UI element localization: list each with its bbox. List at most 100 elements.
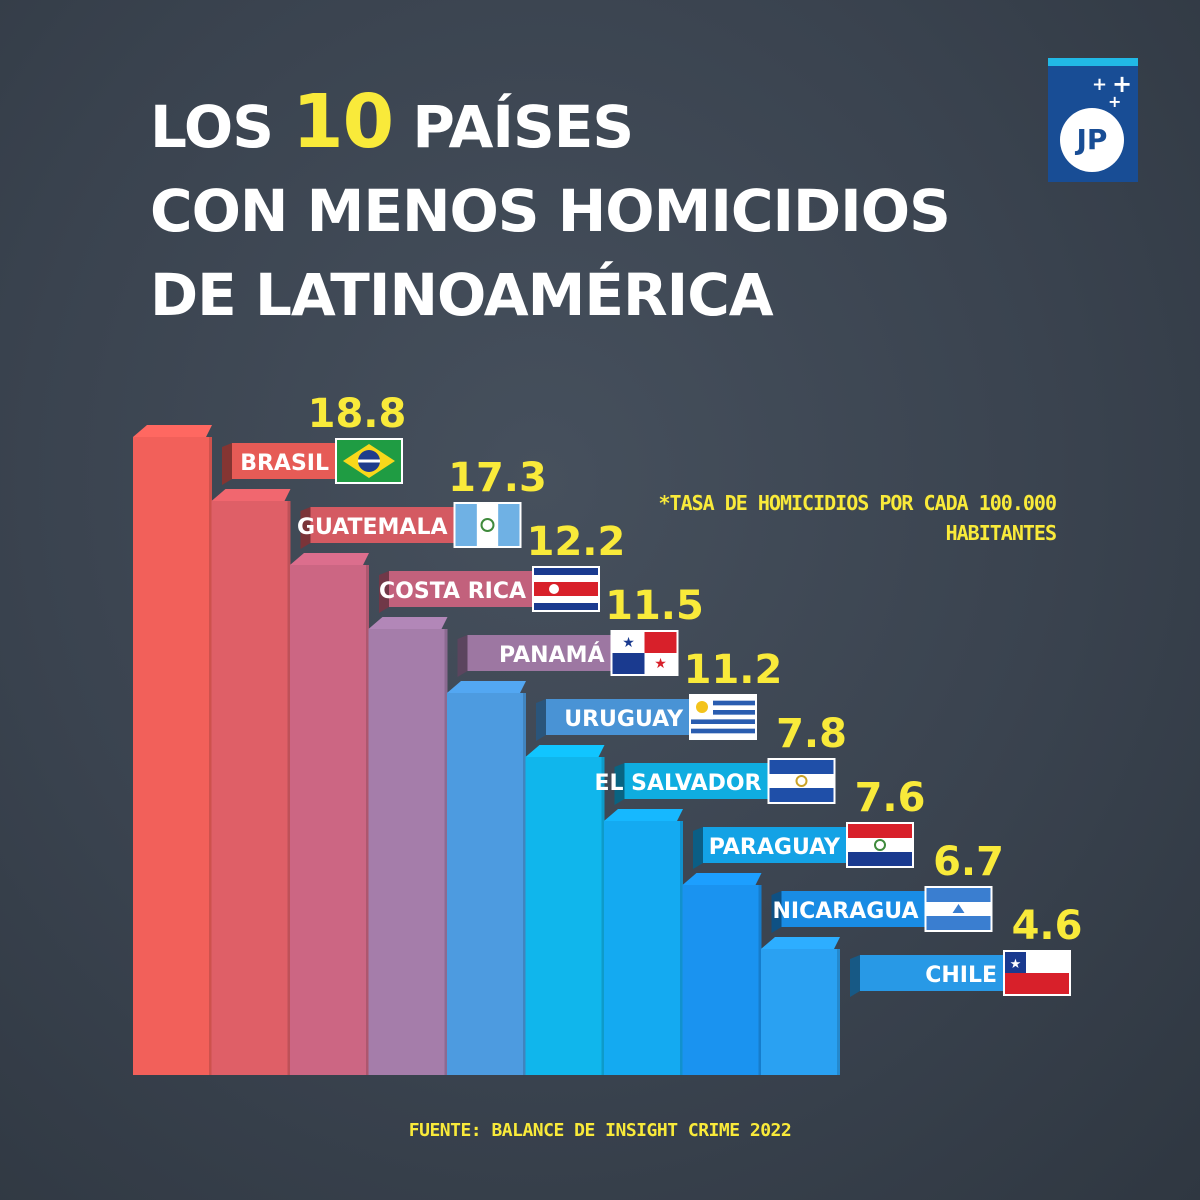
ribbon (546, 699, 711, 735)
bar-top (211, 489, 291, 501)
country-label: COSTA RICA (379, 579, 526, 604)
country-label: CHILE (925, 963, 997, 988)
bar-edge (601, 757, 605, 1075)
footnote-line-1: *TASA DE HOMICIDIOS POR CADA 100.000 (658, 491, 1057, 515)
bar-body (682, 885, 762, 1075)
country-label: GUATEMALA (297, 515, 448, 540)
ribbon-fold (536, 699, 546, 741)
ribbon-fold (379, 571, 389, 613)
bar-edge (680, 821, 683, 1075)
bar-edge (366, 565, 369, 1075)
bar-label-group: PARAGUAY 7.6 (693, 775, 925, 869)
bar-top (761, 937, 840, 949)
ribbon-fold (457, 635, 468, 677)
value-label: 4.6 (1012, 903, 1083, 949)
chart-title: LOS 10 PAÍSES CON MENOS HOMICIDIOS DE LA… (150, 80, 951, 337)
sparkle-icon: + (1112, 70, 1133, 98)
source-note: FUENTE: BALANCE DE INSIGHT CRIME 2022 (408, 1120, 792, 1141)
bar (447, 681, 526, 1075)
country-label: URUGUAY (564, 707, 684, 732)
country-label: PARAGUAY (709, 835, 841, 860)
country-label: EL SALVADOR (594, 771, 761, 796)
bar-body (447, 693, 526, 1075)
bar (290, 553, 369, 1075)
bar-top (682, 873, 762, 885)
ribbon (467, 635, 633, 671)
ribbon-fold (222, 443, 232, 485)
country-label: BRASIL (240, 451, 329, 476)
bar-label-group: NICARAGUA 6.7 (771, 839, 1004, 933)
value-label: 17.3 (448, 455, 547, 501)
ribbon (703, 827, 868, 863)
title-word-los: LOS (150, 93, 274, 161)
bar (133, 425, 212, 1075)
bar (525, 745, 605, 1075)
bar-top (290, 553, 369, 565)
title-highlight-number: 10 (292, 79, 394, 165)
bar (761, 937, 840, 1075)
bar-edge (758, 885, 762, 1075)
ribbon-fold (850, 955, 860, 997)
bar-top (368, 617, 448, 629)
bar-label-group: EL SALVADOR 7.8 (594, 711, 847, 805)
country-label: PANAMÁ (499, 642, 605, 668)
bar-label-group: PANAMÁ ★★11.5 (457, 583, 704, 677)
bar-body (133, 437, 212, 1075)
footnote-line-2: HABITANTES (945, 521, 1057, 545)
bar-top (447, 681, 526, 693)
bar-body (604, 821, 683, 1075)
bar (211, 489, 291, 1075)
paraguay-flag (846, 822, 914, 868)
bar-label-group: BRASIL 18.8 (222, 391, 406, 485)
title-line-3: DE LATINOAMÉRICA (150, 261, 774, 329)
bar (682, 873, 762, 1075)
title-line-1: LOS 10 PAÍSES (150, 80, 950, 169)
ribbon-fold (614, 763, 625, 805)
ribbon (310, 507, 476, 543)
bar-body (761, 949, 840, 1075)
svg-text:★: ★ (622, 635, 635, 651)
logo-mark: JP (1060, 108, 1124, 172)
costa-rica-flag (532, 566, 600, 612)
jp-logo: + + + JP (1048, 58, 1138, 182)
bar-top (604, 809, 683, 821)
chile-flag: ★ (1003, 950, 1071, 996)
panama-flag: ★★ (610, 630, 679, 676)
ribbon (624, 763, 790, 799)
guatemala-flag (453, 502, 522, 548)
bar-top (525, 745, 605, 757)
value-label: 12.2 (527, 519, 626, 565)
value-label: 7.6 (855, 775, 926, 821)
value-label: 6.7 (933, 839, 1004, 885)
bar-body (525, 757, 605, 1075)
ribbon-fold (693, 827, 703, 869)
bar-label-group: CHILE ★ 4.6 (850, 903, 1082, 997)
bar-body (211, 501, 291, 1075)
el-salvador-flag (767, 758, 836, 804)
value-label: 18.8 (308, 391, 407, 437)
bar-edge (209, 437, 212, 1075)
bar-edge (837, 949, 840, 1075)
ribbon-fold (771, 891, 782, 933)
rate-footnote: *TASA DE HOMICIDIOS POR CADA 100.000 HAB… (640, 488, 1057, 548)
bar-edge (523, 693, 526, 1075)
bar-body (290, 565, 369, 1075)
bar-edge (444, 629, 448, 1075)
ribbon-fold (300, 507, 311, 549)
value-label: 7.8 (776, 711, 847, 757)
bar-top (133, 425, 212, 437)
svg-text:★: ★ (1010, 957, 1022, 972)
sparkle-icon: + (1092, 74, 1108, 95)
country-label: NICARAGUA (772, 899, 918, 924)
sparkle-icon: + (1108, 92, 1122, 111)
value-label: 11.5 (605, 583, 704, 629)
ribbon (860, 955, 1025, 991)
ribbon (781, 891, 947, 927)
bar-body (368, 629, 448, 1075)
uruguay-flag (689, 694, 757, 740)
bar (368, 617, 448, 1075)
brazil-flag (335, 438, 403, 484)
